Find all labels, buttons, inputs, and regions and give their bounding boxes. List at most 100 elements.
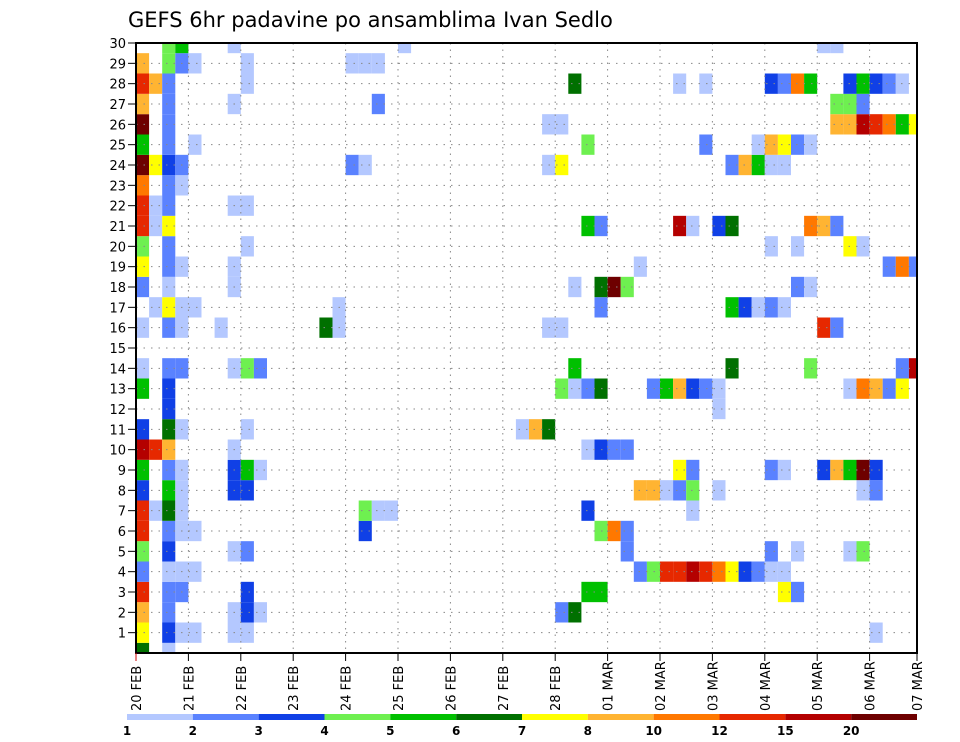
heat-cell <box>581 500 595 521</box>
heat-cell <box>712 378 726 399</box>
colorbar-segment <box>785 714 852 720</box>
heat-cell <box>633 561 647 582</box>
heat-cell <box>646 480 660 501</box>
x-tick-label: 21 FEB <box>182 666 197 711</box>
heat-cell <box>856 541 870 562</box>
heat-cell <box>620 439 634 460</box>
heat-cell <box>738 154 752 176</box>
heat-cell <box>136 93 150 115</box>
x-tick-label: 20 FEB <box>130 666 145 711</box>
heat-cell <box>240 53 254 74</box>
y-tick-label: 7 <box>118 505 126 520</box>
heat-cell <box>240 73 254 94</box>
heat-cell <box>371 53 385 74</box>
heat-cell <box>882 256 896 277</box>
heat-cell <box>162 459 176 481</box>
heat-cell <box>162 114 176 135</box>
heat-cell <box>136 256 150 277</box>
heat-cell <box>149 439 163 460</box>
heat-cell <box>162 520 176 542</box>
heat-cell <box>188 561 202 582</box>
heat-cell <box>149 297 163 318</box>
heat-cell <box>136 439 150 460</box>
heat-cell <box>162 43 176 54</box>
heat-cell <box>162 297 176 318</box>
heat-cell <box>227 43 241 54</box>
heat-cell <box>686 500 700 521</box>
heat-cell <box>162 73 176 94</box>
heat-cell <box>869 114 883 135</box>
heat-cell <box>581 215 595 237</box>
heat-cell <box>764 154 778 176</box>
heat-cell <box>240 236 254 257</box>
heat-cell <box>555 378 569 399</box>
y-tick-label: 21 <box>109 220 126 235</box>
heat-cell <box>856 236 870 257</box>
heat-cell <box>882 114 896 135</box>
heat-cell <box>791 134 805 155</box>
x-tick-label: 05 MAR <box>811 661 826 711</box>
heat-cell <box>149 500 163 521</box>
heat-cell <box>804 215 818 237</box>
heat-cell <box>856 73 870 94</box>
heat-cell <box>856 480 870 501</box>
heat-cell <box>136 520 150 542</box>
colorbar: 1 2 3 4 5 6 7 8 10 12 15 20 <box>123 714 917 738</box>
heat-cell <box>136 561 150 582</box>
heat-cell <box>777 581 791 603</box>
heat-cell <box>791 581 805 603</box>
heat-cell <box>764 541 778 562</box>
colorbar-label: 2 <box>189 724 197 738</box>
heat-cell <box>555 602 569 623</box>
colorbar-segment <box>719 714 786 720</box>
colorbar-segment <box>522 714 588 720</box>
heat-cell <box>162 561 176 582</box>
heat-cell <box>764 134 778 155</box>
heat-cell <box>568 358 582 379</box>
x-tick-label: 24 FEB <box>340 666 355 711</box>
heat-cell <box>358 500 372 521</box>
heat-cell <box>162 541 176 562</box>
y-tick-label: 16 <box>109 322 126 337</box>
heat-cell <box>162 358 176 379</box>
heat-cell <box>764 459 778 481</box>
colorbar-segment <box>324 714 391 720</box>
heat-cell <box>673 215 687 237</box>
y-tick-label: 19 <box>109 261 126 276</box>
heat-cell <box>162 154 176 176</box>
heat-cell <box>162 236 176 257</box>
heat-cell <box>817 459 831 481</box>
heat-cell <box>240 459 254 481</box>
heat-cell <box>686 561 700 582</box>
heat-cell <box>856 378 870 399</box>
heat-cell <box>699 134 713 155</box>
heat-cell <box>188 520 202 542</box>
heat-cell <box>253 602 267 623</box>
heat-cell <box>869 622 883 643</box>
heat-cell <box>371 93 385 115</box>
heat-cell <box>869 459 883 481</box>
x-tick-label: 28 FEB <box>549 666 564 711</box>
heat-cell <box>686 378 700 399</box>
heat-cell <box>738 561 752 582</box>
heat-cell <box>136 276 150 298</box>
heat-cell <box>240 541 254 562</box>
heat-cell <box>136 378 150 399</box>
heat-cell <box>175 43 189 54</box>
heat-cell <box>686 480 700 501</box>
colorbar-segment <box>192 714 259 720</box>
x-tick-label: 03 MAR <box>706 661 721 711</box>
heat-cell <box>162 317 176 338</box>
heat-cell <box>162 622 176 643</box>
colorbar-label: 20 <box>843 724 860 738</box>
heat-cell <box>188 134 202 155</box>
colorbar-label: 5 <box>386 724 394 738</box>
heat-cell <box>581 134 595 155</box>
heat-cell <box>673 480 687 501</box>
y-tick-label: 22 <box>109 200 126 215</box>
colorbar-label: 8 <box>584 724 592 738</box>
chart-title: GEFS 6hr padavine po ansamblima Ivan Sed… <box>128 8 613 32</box>
heat-cell <box>162 215 176 237</box>
heat-cell <box>777 297 791 318</box>
heat-cell <box>856 93 870 115</box>
